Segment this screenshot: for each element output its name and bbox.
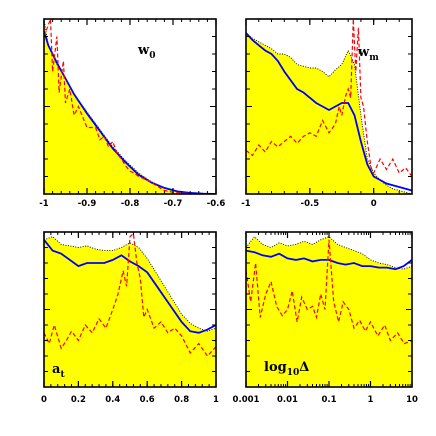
x-tick-label: 0.4: [105, 395, 120, 405]
x-tick-label: 0.2: [71, 395, 86, 405]
panel-w0: -1 -0.9 -0.8 -0.7 -0.6 w0: [39, 18, 226, 209]
x-tick-label: 1: [368, 395, 374, 405]
yellow-fill-area: [44, 19, 216, 194]
x-tick-label: 0.6: [140, 395, 155, 405]
panel-label: wm: [357, 45, 379, 63]
panel-label: at: [52, 362, 65, 380]
red-dashed-line: [44, 19, 199, 194]
x-tick-label: 0.8: [174, 395, 189, 405]
yellow-fill-area: [246, 33, 412, 194]
panel-log10-delta: 0.001 0.01 0.1 1 10 log10Δ: [233, 231, 418, 405]
x-tick-label: -0.7: [164, 199, 183, 209]
x-tick-label: 0.001: [233, 395, 260, 405]
x-tick-label: -1: [39, 199, 49, 209]
x-tick-label: 0: [41, 395, 47, 405]
panel-at: 0 0.2 0.4 0.6 0.8 1 at: [41, 231, 219, 405]
x-tick-label: 0: [371, 199, 377, 209]
blue-solid-line: [246, 32, 412, 192]
yellow-fill-area: [246, 236, 412, 387]
x-tick-label: -1: [241, 199, 251, 209]
panel-label: w0: [137, 43, 155, 61]
panel-label: log10Δ: [264, 360, 309, 378]
x-tick-label: 0.01: [277, 395, 298, 405]
x-tick-label: -0.6: [207, 199, 226, 209]
panel-wm: -1 -0.5 0 wm: [241, 18, 413, 209]
x-tick-label: 0.1: [321, 395, 336, 405]
x-tick-label: 1: [213, 395, 219, 405]
x-tick-label: -0.8: [121, 199, 140, 209]
blue-solid-line: [246, 249, 412, 271]
blue-solid-line: [44, 239, 216, 334]
x-tick-label: -0.5: [301, 199, 320, 209]
x-tick-label: 10: [406, 395, 418, 405]
yellow-fill-area: [44, 236, 216, 387]
red-dashed-line: [44, 232, 216, 357]
dotted-envelope-line: [246, 32, 412, 194]
x-tick-label: -0.9: [78, 199, 97, 209]
red-dashed-line: [246, 19, 412, 177]
red-dashed-line: [246, 239, 412, 345]
